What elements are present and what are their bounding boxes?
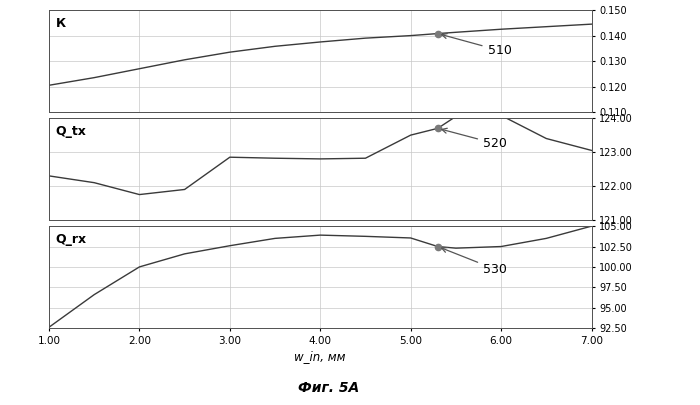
Text: 530: 530 bbox=[442, 247, 507, 276]
Text: 520: 520 bbox=[442, 128, 507, 150]
X-axis label: w_in, мм: w_in, мм bbox=[295, 350, 346, 363]
Text: Фиг. 5А: Фиг. 5А bbox=[298, 381, 360, 395]
Text: Q_rx: Q_rx bbox=[55, 233, 87, 246]
Text: К: К bbox=[55, 17, 66, 30]
Text: 510: 510 bbox=[442, 34, 512, 57]
Text: Q_tx: Q_tx bbox=[55, 125, 86, 138]
